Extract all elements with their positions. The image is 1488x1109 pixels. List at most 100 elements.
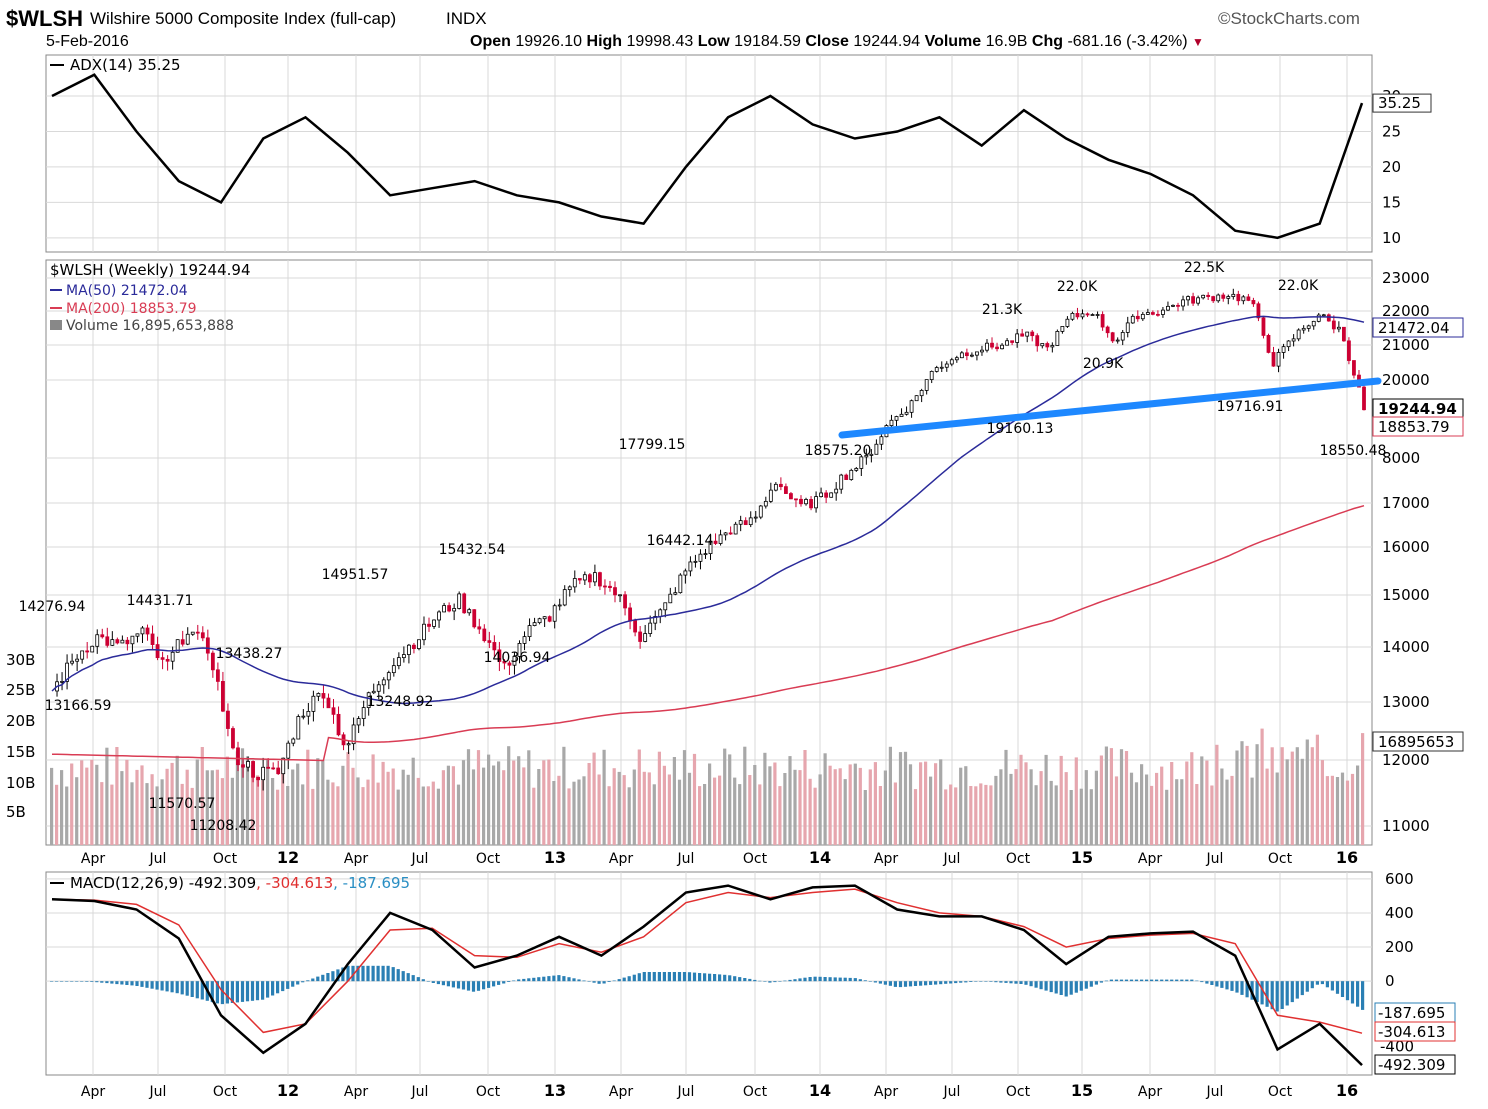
- candle-body: [1005, 340, 1009, 346]
- candle-body: [281, 757, 286, 775]
- volume-bar: [652, 784, 656, 845]
- volume-bar: [592, 752, 596, 845]
- volume-bar: [1024, 762, 1028, 845]
- candle-body: [140, 627, 145, 635]
- candle-body: [1271, 352, 1276, 367]
- volume-bar: [281, 763, 285, 845]
- volume-bar: [622, 775, 626, 845]
- macd-x-tick: Apr: [344, 1084, 368, 1100]
- volume-bar: [999, 769, 1003, 845]
- volume-bar: [471, 769, 476, 845]
- macd-histogram-bar: [115, 981, 119, 985]
- candle-body: [980, 349, 984, 353]
- volume-bar: [411, 757, 415, 845]
- volume-bar: [250, 765, 255, 845]
- candle-body: [1025, 331, 1030, 337]
- candle-body: [804, 499, 808, 505]
- volume-bar: [125, 759, 129, 845]
- candle-body: [386, 672, 391, 681]
- candle-body: [427, 623, 431, 627]
- volume-y-tick: 30B: [6, 651, 35, 669]
- volume-bar: [838, 768, 842, 845]
- volume-bar: [426, 786, 430, 845]
- candle-body: [215, 669, 220, 682]
- candle-body: [532, 622, 537, 626]
- volume-bar: [1124, 751, 1129, 845]
- candle-body: [1156, 313, 1160, 316]
- volume-bar: [1340, 772, 1345, 845]
- volume-bar: [75, 777, 79, 845]
- candle-body: [874, 443, 879, 455]
- volume-bar: [1310, 747, 1314, 845]
- macd-histogram-bar: [441, 981, 445, 986]
- volume-bar: [783, 773, 787, 845]
- macd-x-tick: Jul: [1206, 1084, 1224, 1100]
- candle-body: [241, 764, 245, 768]
- macd-histogram-bar: [863, 980, 867, 982]
- candle-body: [326, 697, 331, 709]
- volume-bar: [361, 787, 365, 845]
- macd-histogram-bar: [1084, 981, 1088, 989]
- volume-bar: [55, 784, 59, 845]
- macd-histogram-bar: [713, 974, 717, 982]
- candle-body: [65, 662, 69, 682]
- volume-bar: [386, 771, 390, 845]
- volume-bar: [1265, 768, 1269, 845]
- candle-body: [1341, 326, 1346, 342]
- macd-histogram-bar: [773, 981, 777, 983]
- macd-histogram-bar: [637, 973, 641, 982]
- candle-body: [939, 366, 944, 369]
- candle-body: [909, 400, 914, 413]
- volume-bar: [436, 788, 440, 845]
- macd-histogram-bar: [1315, 981, 1319, 985]
- macd-histogram-bar: [130, 981, 134, 986]
- volume-bar: [617, 771, 621, 845]
- volume-bar: [713, 777, 717, 845]
- candle-body: [120, 639, 125, 644]
- price-annotation: 15432.54: [439, 542, 506, 558]
- volume-bar: [768, 766, 772, 845]
- ma200-legend: MA(200) 18853.79: [66, 301, 197, 317]
- volume-bar: [1185, 761, 1189, 845]
- volume-bar: [1255, 744, 1259, 845]
- candle-body: [105, 636, 110, 646]
- macd-histogram-bar: [763, 981, 767, 982]
- ma50-value-box-text: 21472.04: [1378, 319, 1450, 337]
- volume-bar: [1119, 749, 1124, 845]
- candle-body: [1045, 343, 1050, 348]
- volume-bar: [291, 769, 295, 845]
- macd-histogram-bar: [687, 972, 692, 982]
- candle-body: [959, 352, 964, 359]
- volume-bar: [798, 770, 802, 845]
- macd-histogram-bar: [376, 965, 380, 982]
- volume-bar: [406, 774, 410, 845]
- volume-bar: [1361, 733, 1365, 845]
- volume-bar: [843, 779, 847, 845]
- macd-histogram-bar: [728, 975, 732, 982]
- macd-histogram-bar: [723, 974, 727, 982]
- volume-bar: [1165, 789, 1169, 845]
- macd-histogram-bar: [60, 981, 64, 982]
- price-x-tick: Oct: [1268, 851, 1293, 867]
- volume-bar: [733, 777, 737, 845]
- volume-bar: [341, 765, 345, 845]
- macd-histogram-bar: [85, 981, 89, 982]
- volume-bar: [482, 767, 486, 845]
- support-trendline: [838, 377, 1382, 439]
- candle-body: [271, 767, 276, 770]
- macd-histogram-bar: [1180, 979, 1184, 982]
- macd-histogram-bar: [50, 981, 54, 982]
- candle-body: [582, 574, 587, 581]
- macd-histogram-bar: [1290, 981, 1294, 1003]
- volume-bar: [105, 747, 109, 845]
- macd-histogram-bar: [868, 981, 872, 982]
- macd-histogram-bar: [883, 981, 887, 985]
- volume-bar: [898, 752, 903, 845]
- macd-histogram-bar: [1340, 981, 1345, 997]
- volume-bar: [607, 786, 611, 845]
- macd-histogram-bar: [65, 981, 69, 982]
- volume-bar: [863, 790, 867, 845]
- candle-body: [432, 619, 436, 627]
- candle-body: [492, 642, 497, 651]
- volume-bar: [271, 778, 275, 845]
